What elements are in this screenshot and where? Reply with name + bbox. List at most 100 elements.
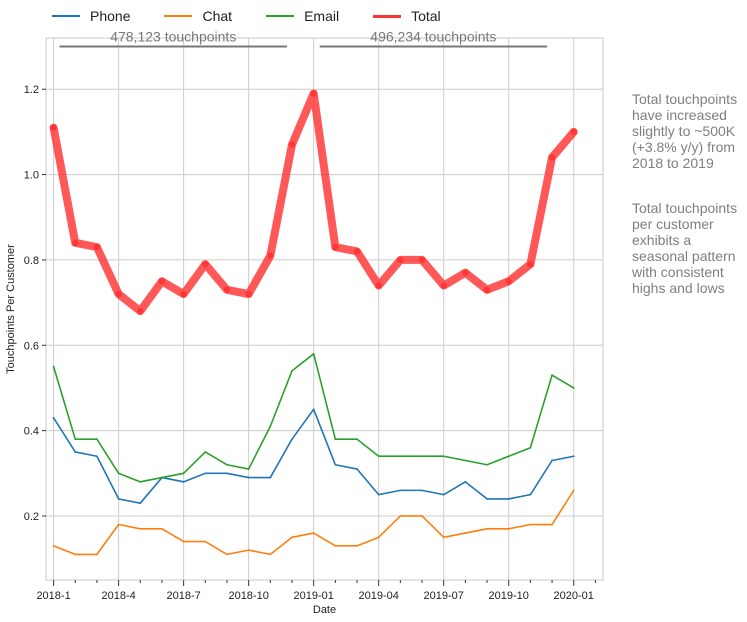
data-point-chat	[572, 489, 575, 492]
data-point-phone	[74, 451, 77, 453]
data-point-phone	[486, 498, 488, 500]
data-point-phone	[269, 476, 272, 479]
axes: 0.2 0.4 0.6 0.8 1.0 1.2 2018-1 2018-4 2018-7 2018…	[24, 84, 596, 602]
data-point-total	[332, 243, 339, 251]
annotations: 478,123 touchpoints 496,234 touchpoints	[59, 29, 548, 48]
data-point-phone	[464, 480, 467, 483]
x-tick-label: 2019-07	[424, 590, 464, 602]
data-point-phone	[291, 438, 293, 441]
data-point-email	[486, 463, 488, 466]
data-point-chat	[96, 553, 98, 556]
data-point-total	[202, 260, 209, 268]
data-point-chat	[269, 553, 272, 556]
data-point-phone	[182, 480, 185, 483]
data-point-total	[267, 252, 274, 259]
data-point-chat	[486, 527, 488, 530]
data-point-total	[397, 256, 404, 264]
data-point-total	[245, 290, 252, 298]
legend-swatch-phone	[52, 15, 80, 17]
data-point-chat	[117, 523, 120, 526]
data-point-total	[548, 154, 556, 161]
legend-item-chat: Chat	[164, 8, 232, 24]
data-point-phone	[52, 416, 55, 419]
data-point-chat	[551, 523, 553, 526]
legend-label-phone: Phone	[90, 8, 131, 24]
data-point-total	[483, 286, 491, 293]
series	[49, 89, 578, 556]
data-point-phone	[139, 502, 142, 505]
data-point-email	[507, 455, 510, 458]
data-point-phone	[551, 459, 553, 462]
data-point-total	[288, 141, 296, 148]
y-tick-label: 0.6	[24, 340, 39, 352]
data-point-email	[464, 459, 467, 462]
legend-swatch-chat	[164, 15, 193, 17]
data-point-email	[139, 480, 142, 483]
data-point-total	[527, 260, 534, 268]
legend-item-phone: Phone	[52, 8, 130, 24]
data-point-chat	[421, 515, 423, 517]
data-point-phone	[377, 493, 380, 496]
data-point-chat	[226, 553, 228, 556]
data-point-email	[96, 438, 98, 441]
x-tick-label: 2019-10	[489, 590, 529, 602]
data-point-total	[180, 290, 187, 298]
legend-label-chat: Chat	[202, 8, 233, 24]
gridlines	[46, 38, 603, 580]
data-point-phone	[572, 455, 575, 458]
x-tick-label: 2018-4	[101, 590, 135, 602]
data-point-email	[529, 446, 532, 449]
data-point-email	[247, 468, 250, 470]
data-point-chat	[161, 527, 163, 530]
data-point-email	[421, 455, 423, 458]
data-point-total	[505, 278, 512, 285]
annotation-label: 496,234 touchpoints	[370, 29, 496, 45]
data-point-phone	[247, 476, 250, 479]
y-tick-label: 1.0	[24, 170, 39, 182]
legend-label-total: Total	[411, 8, 441, 24]
note-seasonal-pattern: Total touchpoints per customer exhibits …	[632, 200, 738, 296]
data-point-chat	[464, 532, 467, 534]
data-point-phone	[334, 463, 337, 466]
data-point-chat	[356, 544, 358, 547]
data-point-total	[158, 278, 166, 285]
x-axis-label: Date	[313, 604, 336, 616]
data-point-chat	[182, 540, 185, 543]
data-point-total	[375, 282, 382, 289]
x-tick-label: 2019-01	[293, 590, 333, 602]
data-point-email	[204, 451, 207, 453]
data-point-phone	[399, 489, 402, 492]
data-point-email	[377, 455, 380, 458]
data-point-email	[269, 425, 272, 428]
legend-label-email: Email	[304, 8, 340, 24]
data-point-phone	[117, 498, 120, 500]
data-point-chat	[442, 536, 445, 539]
data-point-phone	[529, 493, 532, 496]
data-point-total	[223, 286, 231, 293]
x-tick-label: 2020-01	[554, 590, 594, 602]
data-point-chat	[312, 532, 315, 534]
data-point-total	[418, 256, 426, 264]
x-tick-label: 2018-1	[36, 590, 70, 602]
data-point-email	[572, 387, 575, 389]
data-point-chat	[291, 536, 293, 539]
y-tick-label: 0.8	[24, 255, 39, 267]
data-point-email	[551, 374, 553, 377]
data-point-chat	[399, 515, 402, 517]
data-point-chat	[334, 544, 337, 547]
data-point-phone	[96, 455, 98, 458]
legend-swatch-email	[266, 15, 295, 17]
y-tick-label: 1.2	[24, 84, 39, 96]
data-point-total	[50, 124, 57, 131]
annotation-label: 478,123 touchpoints	[110, 29, 236, 45]
data-point-total	[310, 90, 317, 97]
data-point-email	[226, 463, 228, 466]
data-point-email	[52, 365, 55, 368]
data-point-phone	[204, 472, 207, 475]
data-point-total	[570, 128, 577, 136]
data-point-email	[291, 369, 293, 372]
y-tick-label: 0.4	[24, 426, 39, 438]
data-point-chat	[52, 544, 55, 547]
